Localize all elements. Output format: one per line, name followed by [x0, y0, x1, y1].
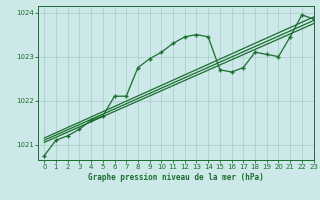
X-axis label: Graphe pression niveau de la mer (hPa): Graphe pression niveau de la mer (hPa): [88, 173, 264, 182]
